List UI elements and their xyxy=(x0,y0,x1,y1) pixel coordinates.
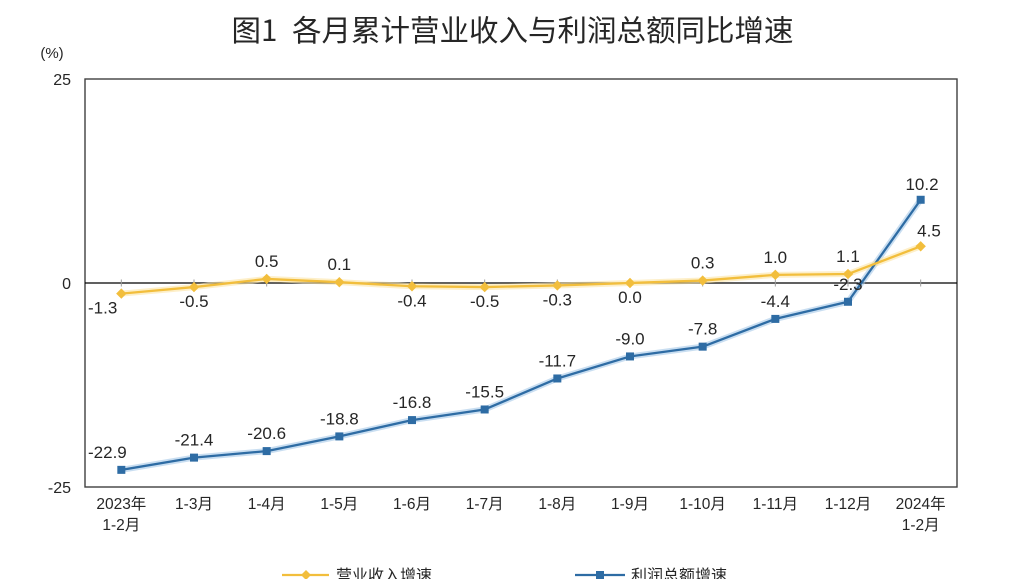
svg-text:-11.7: -11.7 xyxy=(539,351,577,370)
svg-text:1-10月: 1-10月 xyxy=(679,496,726,513)
svg-text:-15.5: -15.5 xyxy=(465,382,504,401)
svg-text:1-12月: 1-12月 xyxy=(825,496,872,513)
svg-text:利润总额增速: 利润总额增速 xyxy=(631,567,727,579)
svg-text:0: 0 xyxy=(62,276,71,293)
svg-text:2023年: 2023年 xyxy=(96,495,146,513)
svg-text:-20.6: -20.6 xyxy=(247,424,286,443)
svg-text:2024年: 2024年 xyxy=(896,495,946,513)
svg-text:10.2: 10.2 xyxy=(905,175,938,194)
svg-text:1-8月: 1-8月 xyxy=(538,496,576,513)
svg-text:-0.4: -0.4 xyxy=(397,291,426,310)
svg-text:-25: -25 xyxy=(48,480,71,497)
svg-text:-1.3: -1.3 xyxy=(88,299,117,318)
svg-text:-7.8: -7.8 xyxy=(688,320,717,339)
svg-text:-0.3: -0.3 xyxy=(543,290,572,309)
svg-text:1-2月: 1-2月 xyxy=(102,517,140,534)
svg-text:1-9月: 1-9月 xyxy=(611,496,649,513)
svg-text:-2.3: -2.3 xyxy=(833,275,862,294)
svg-text:-0.5: -0.5 xyxy=(179,292,208,311)
svg-text:1-3月: 1-3月 xyxy=(175,496,213,513)
svg-text:营业收入增速: 营业收入增速 xyxy=(336,567,432,579)
svg-text:1.1: 1.1 xyxy=(836,247,860,266)
svg-text:-18.8: -18.8 xyxy=(320,409,359,428)
svg-text:-4.4: -4.4 xyxy=(761,292,790,311)
svg-text:1-6月: 1-6月 xyxy=(393,496,431,513)
svg-text:1-7月: 1-7月 xyxy=(466,496,504,513)
svg-text:1-11月: 1-11月 xyxy=(753,496,798,513)
svg-text:-16.8: -16.8 xyxy=(393,393,432,412)
svg-text:(%): (%) xyxy=(40,45,63,62)
svg-text:-0.5: -0.5 xyxy=(470,292,499,311)
svg-text:0.5: 0.5 xyxy=(255,252,279,271)
svg-text:1-4月: 1-4月 xyxy=(248,496,286,513)
svg-text:25: 25 xyxy=(53,72,71,89)
svg-text:1-2月: 1-2月 xyxy=(902,517,940,534)
svg-text:4.5: 4.5 xyxy=(917,221,941,240)
svg-text:-21.4: -21.4 xyxy=(175,431,214,450)
svg-text:-9.0: -9.0 xyxy=(615,329,644,348)
svg-text:0.3: 0.3 xyxy=(691,254,715,273)
svg-text:1-5月: 1-5月 xyxy=(320,496,358,513)
svg-text:0.1: 0.1 xyxy=(328,255,352,274)
svg-text:0.0: 0.0 xyxy=(618,288,642,307)
svg-text:-22.9: -22.9 xyxy=(88,443,127,462)
svg-text:1.0: 1.0 xyxy=(764,248,788,267)
